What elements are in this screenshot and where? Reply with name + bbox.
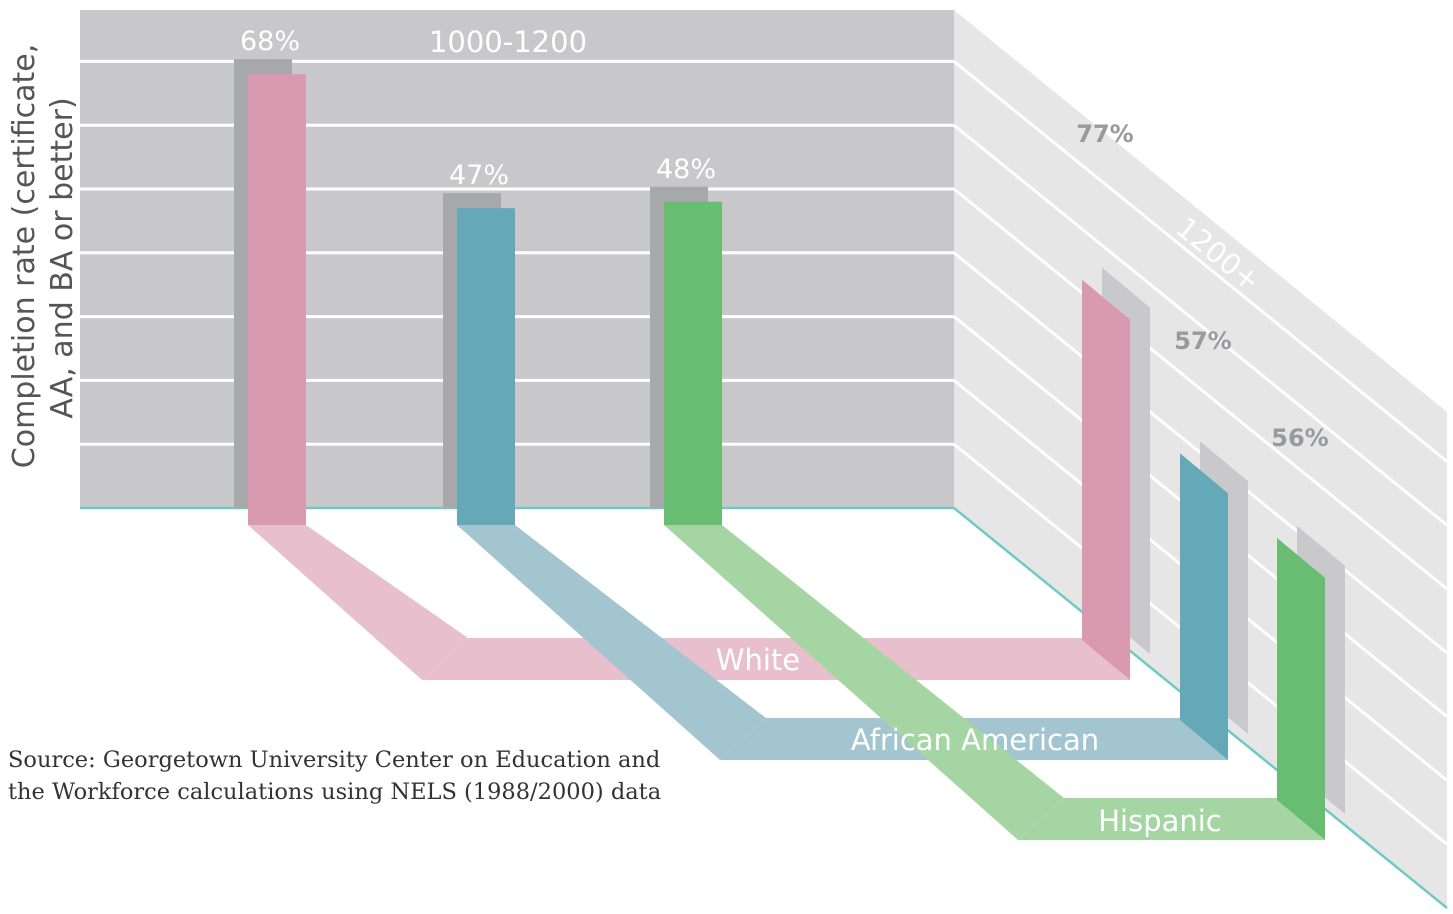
value-label-1000-1200-african-american: 47% <box>449 160 509 191</box>
gridline-side <box>953 124 1448 527</box>
bar-1000-1200-african-american <box>457 208 515 525</box>
bar-1200plus-african-american <box>1180 453 1228 760</box>
category-ribbons <box>248 525 1325 840</box>
value-label-1200plus-african-american: 57% <box>1174 327 1231 355</box>
bars-1000-1200 <box>234 59 722 525</box>
value-label-1000-1200-white: 68% <box>240 26 300 57</box>
ribbon-diagonal-african-american <box>457 525 766 760</box>
ribbon-diagonal-hispanic <box>664 525 1064 840</box>
bar-1200plus-white <box>1082 279 1130 680</box>
back-panel <box>80 10 954 508</box>
bar-1200plus-hispanic <box>1277 537 1325 840</box>
value-label-1200plus-white: 77% <box>1076 120 1133 148</box>
category-label-african-american: African American <box>851 723 1099 757</box>
value-label-1000-1200-hispanic: 48% <box>656 154 716 185</box>
gridline-side <box>953 187 1448 591</box>
chart-labels: 68%47% 48%77%57%56%1000-12001200+WhiteAfr… <box>7 25 1329 838</box>
category-label-white: White <box>716 643 800 677</box>
source-note: Source: Georgetown University Center on … <box>8 744 688 808</box>
bar-1000-1200-hispanic <box>664 201 722 525</box>
bar-1000-1200-white <box>248 74 306 525</box>
bars-1200plus <box>1082 267 1345 840</box>
y-axis-label-line-1: Completion rate (certificate, <box>7 44 42 468</box>
source-line-2: the Workforce calculations using NELS (1… <box>8 779 662 805</box>
ribbon-diagonal-white <box>248 525 468 680</box>
y-axis-label-line-2: AA, and BA or better) <box>45 97 80 418</box>
value-label-1200plus-hispanic: 56% <box>1271 424 1328 452</box>
group-label-1000-1200: 1000-1200 <box>429 25 587 59</box>
source-line-1: Source: Georgetown University Center on … <box>8 747 661 773</box>
category-label-hispanic: Hispanic <box>1098 804 1222 838</box>
gridline-side <box>953 60 1448 463</box>
ribbon-horizontal-hispanic <box>1018 798 1325 840</box>
